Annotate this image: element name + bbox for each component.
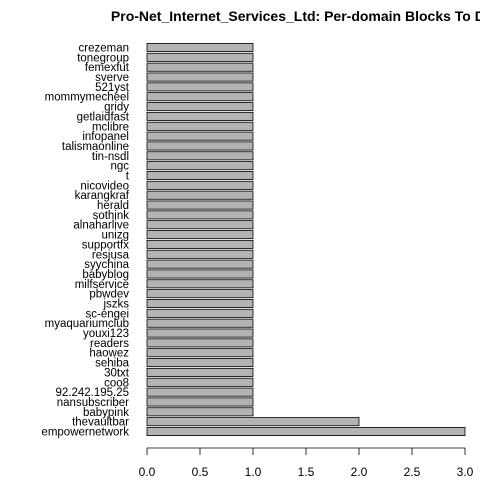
category-label-34: coo8 (104, 377, 129, 389)
bar-33 (146, 367, 254, 377)
bar-12 (146, 161, 254, 171)
bar-2 (146, 62, 254, 72)
bar-5 (146, 92, 254, 102)
category-label-38: thevaultbar (72, 417, 129, 429)
bar-9 (146, 131, 254, 141)
x-axis: 0.0 0.5 1.0 1.5 2.0 2.5 3.0 (139, 447, 474, 479)
category-label-7: getlaidfast (77, 111, 130, 123)
category-label-37: babypink (83, 407, 129, 419)
bar-22 (146, 259, 254, 269)
category-label-17: sothink (93, 210, 130, 222)
category-label-16: herald (97, 200, 129, 212)
bar-11 (146, 151, 254, 161)
bar-19 (146, 230, 254, 240)
category-label-14: nicovideo (80, 180, 129, 192)
bar-15 (146, 190, 254, 200)
bar-13 (146, 171, 254, 180)
bar-37 (146, 407, 254, 417)
bar-6 (146, 102, 254, 112)
category-label-19: unizg (102, 230, 130, 242)
bar-29 (146, 328, 254, 338)
bar-25 (146, 289, 254, 299)
x-tick-label-3: 1.5 (298, 465, 315, 479)
category-label-27: sc-engei (86, 308, 129, 320)
category-label-33: 30txt (104, 367, 130, 379)
x-tick-label-6: 3.0 (457, 465, 474, 479)
bar-20 (146, 239, 254, 249)
category-label-10: talismaonline (62, 141, 129, 153)
chart-title: Pro-Net_Internet_Services_Ltd: Per-domai… (111, 8, 480, 24)
category-label-30: readers (90, 338, 129, 350)
category-label-5: mommymecheel (45, 92, 129, 104)
category-label-25: pbwdev (89, 289, 129, 301)
category-label-11: tin-nsdl (92, 151, 129, 163)
category-label-20: supportfx (82, 239, 130, 251)
category-label-28: myaquariumclub (45, 318, 129, 330)
category-label-8: mclibre (92, 121, 129, 133)
bar-3 (146, 72, 254, 82)
category-label-24: milfservice (75, 279, 129, 291)
x-tick-label-5: 2.5 (404, 465, 421, 479)
bar-36 (146, 397, 254, 407)
category-label-22: syychina (84, 259, 129, 271)
x-tick-label-2: 1.0 (245, 465, 262, 479)
category-label-13: t (126, 171, 130, 183)
bar-39 (146, 427, 466, 436)
bar-16 (146, 200, 254, 210)
category-label-18: alnaharlive (73, 220, 129, 232)
bar-26 (146, 299, 254, 308)
bar-35 (146, 387, 254, 397)
bar-30 (146, 338, 254, 348)
bar-4 (146, 82, 254, 92)
bar-24 (146, 279, 254, 289)
bar-28 (146, 318, 254, 328)
bar-23 (146, 269, 254, 279)
bar-10 (146, 141, 254, 151)
category-label-9: infopanel (82, 131, 129, 143)
category-label-1: tonegroup (77, 52, 129, 64)
x-tick-label-0: 0.0 (139, 465, 156, 479)
category-label-29: youxi123 (83, 328, 129, 340)
category-label-0: crezeman (79, 43, 130, 55)
category-label-3: sverve (95, 72, 129, 84)
bar-14 (146, 180, 254, 190)
category-label-4: 521yst (95, 82, 130, 94)
category-label-39: empowernetwork (41, 427, 129, 439)
category-label-32: sehiba (95, 358, 129, 370)
category-label-36: nansubscriber (57, 397, 129, 409)
bar-34 (146, 377, 254, 387)
category-label-31: haowez (89, 348, 129, 360)
category-labels: crezemantonegroupfemexfutsverve521ystmom… (41, 43, 129, 439)
category-label-6: gridy (104, 102, 129, 114)
category-label-23: babyblog (82, 269, 129, 281)
category-label-35: 92.242.195.25 (55, 387, 129, 399)
bar-32 (146, 358, 254, 368)
bar-31 (146, 348, 254, 358)
bar-0 (146, 43, 254, 52)
x-tick-label-1: 0.5 (192, 465, 209, 479)
category-label-21: resjusa (92, 249, 130, 261)
bar-1 (146, 52, 254, 62)
category-label-12: ngc (110, 161, 129, 173)
bar-8 (146, 121, 254, 131)
category-label-2: femexfut (85, 62, 130, 74)
category-label-26: jszks (102, 299, 129, 311)
x-tick-label-4: 2.0 (351, 465, 368, 479)
category-label-15: karangkraf (75, 190, 130, 202)
bar-27 (146, 308, 254, 318)
bars-group (146, 43, 466, 436)
bar-17 (146, 210, 254, 220)
bar-21 (146, 249, 254, 259)
bar-38 (146, 417, 360, 427)
bar-18 (146, 220, 254, 230)
bar-7 (146, 111, 254, 121)
